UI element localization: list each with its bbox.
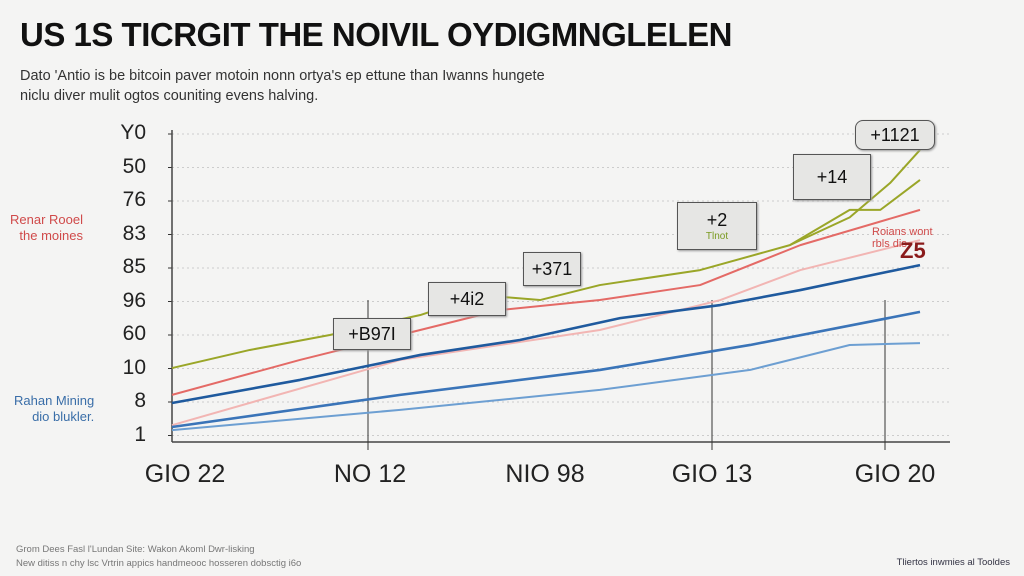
- annotation-box: +2 Tlnot: [677, 202, 757, 250]
- side-label-line: the moines: [19, 228, 83, 243]
- annotation-label: +4i2: [449, 288, 485, 309]
- side-label-line: Renar Rooel: [10, 212, 83, 227]
- x-tick-label: NIO 98: [505, 460, 585, 488]
- annotation-extra: Tlnot: [705, 231, 729, 242]
- footer-line: Grom Dees Fasl l'Lundan Site: Wakon Akom…: [16, 544, 255, 555]
- subtitle-line: niclu diver mulit ogtos couniting evens …: [20, 88, 319, 104]
- x-tick-label: GIO 20: [854, 460, 936, 488]
- x-tick-label: GIO 13: [671, 460, 753, 488]
- y-tick-label: 85: [122, 255, 146, 278]
- side-label-blue: Rahan Mining dio blukler.: [14, 393, 94, 425]
- side-label-red: Renar Rooel the moines: [10, 212, 83, 244]
- subtitle-line: Dato 'Antio is be bitcoin paver motoin n…: [20, 68, 545, 84]
- side-label-line: Rahan Mining: [14, 393, 95, 408]
- series-line-blue: [171, 310, 921, 429]
- y-tick-label: Y0: [120, 121, 146, 144]
- series-line-olive: [171, 179, 921, 370]
- annotation-label: +2: [706, 210, 728, 230]
- y-tick-label: 1: [134, 422, 146, 446]
- y-tick-label: 76: [122, 188, 146, 211]
- footer-credit: Tliertos inwmies al Tooldes: [896, 557, 1010, 568]
- annotation-label: +B97I: [348, 323, 396, 344]
- side-label-line: Roians wont: [872, 226, 933, 238]
- series-line-dark-blue: [171, 263, 921, 405]
- annotation-label: +371: [531, 258, 573, 279]
- y-tick-label: 60: [122, 322, 146, 345]
- series-line-pink: [171, 239, 921, 427]
- y-tick-label: 10: [122, 355, 146, 379]
- right-value-label: Z5: [900, 238, 926, 263]
- y-tick-label: 83: [122, 221, 146, 245]
- annotation-box: +1121: [855, 120, 935, 150]
- series-line-light-blue: [171, 342, 921, 432]
- y-tick-label: 8: [134, 389, 146, 412]
- side-label-line: rbls dis: [872, 238, 907, 250]
- x-tick-label: NO 12: [333, 460, 407, 488]
- footer-source: Grom Dees Fasl l'Lundan Site: Wakon Akom…: [16, 543, 301, 571]
- footer-line: New ditiss n chy lsc Vrtrin appics handm…: [16, 558, 302, 569]
- right-label-red: Roians wont rbls dis: [872, 226, 933, 250]
- annotation-box: +371: [523, 252, 581, 286]
- annotation-box: +B97I: [333, 318, 411, 350]
- chart-subtitle: Dato 'Antio is be bitcoin paver motoin n…: [20, 66, 660, 106]
- annotation-box: +4i2: [428, 282, 506, 316]
- y-tick-label: 96: [122, 288, 146, 312]
- y-tick-label: 50: [122, 154, 146, 178]
- annotation-label: +14: [816, 166, 848, 187]
- series-line-olive-peak: [789, 149, 921, 247]
- series-line-red: [171, 208, 921, 396]
- side-label-line: dio blukler.: [32, 409, 95, 424]
- annotation-box: +14: [793, 154, 871, 200]
- annotation-label: +1121: [870, 124, 920, 145]
- chart-title: US 1S TICRGIT THE NOIVIL OYDIGMNGLELEN: [20, 16, 732, 53]
- x-tick-label: GIO 22: [144, 460, 226, 488]
